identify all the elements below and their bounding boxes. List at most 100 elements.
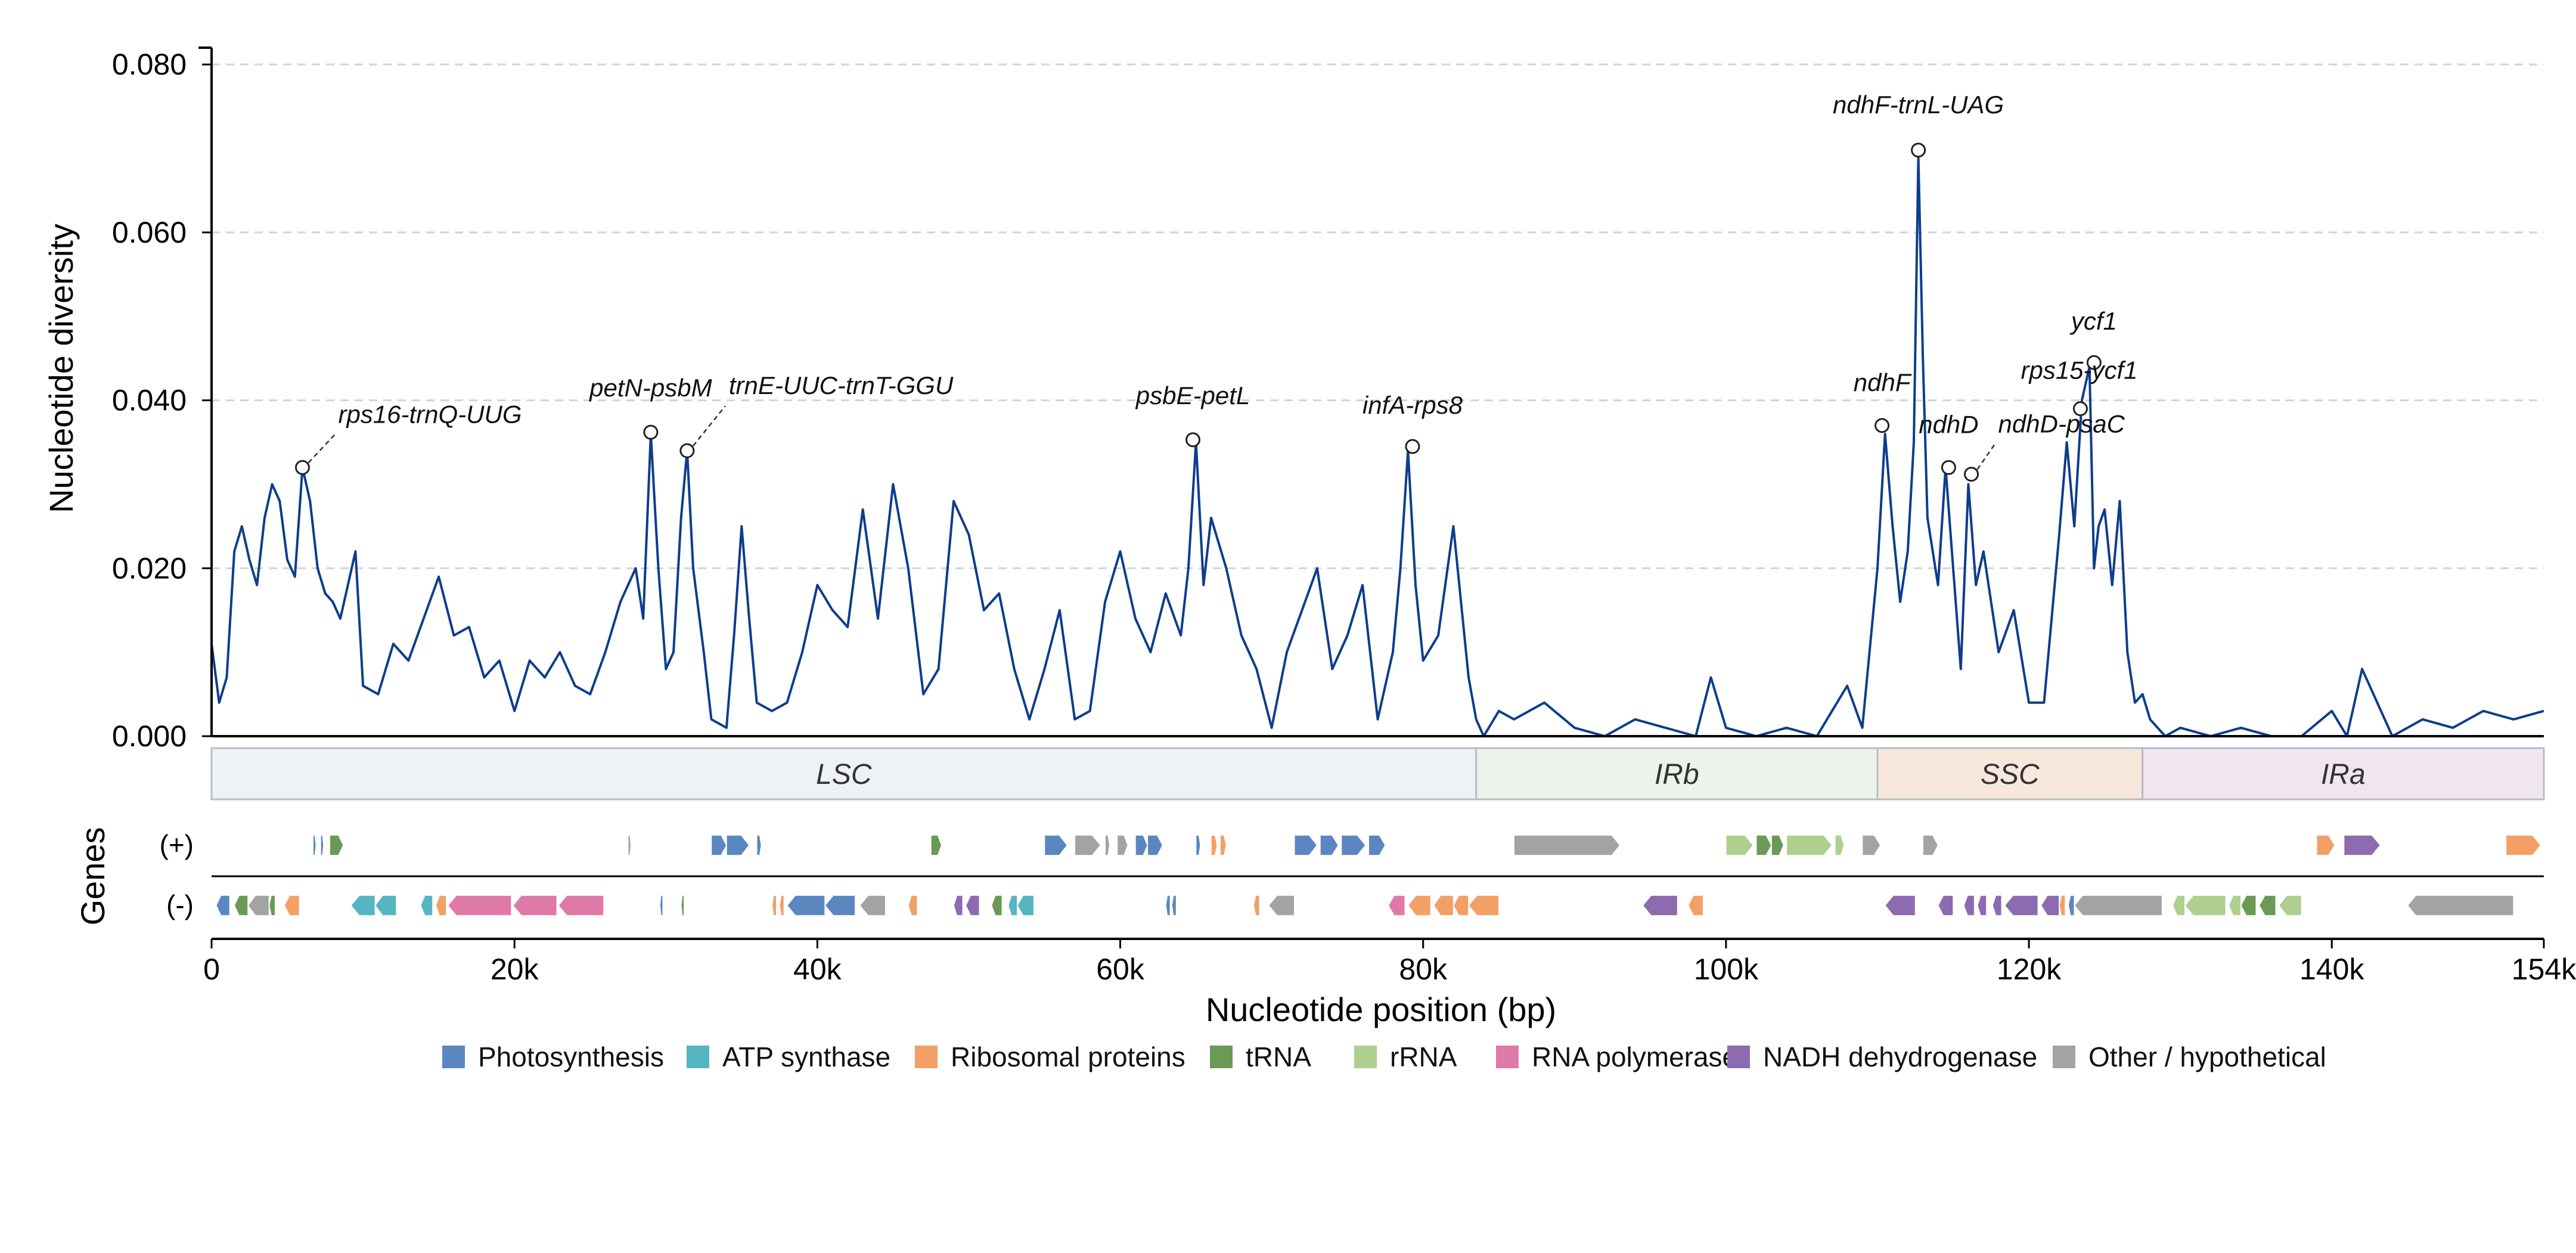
x-tick-label-3: 60k — [1096, 953, 1145, 986]
gene-feature-7 — [930, 835, 942, 856]
gene-feature-71 — [1976, 895, 1987, 916]
legend-swatch-2 — [915, 1046, 938, 1068]
gene-feature-17 — [1294, 835, 1318, 856]
gene-feature-49 — [824, 895, 856, 916]
gene-feature-37 — [350, 895, 376, 916]
gene-feature-36 — [284, 895, 300, 916]
gene-feature-66 — [1642, 895, 1678, 916]
gene-feature-2 — [329, 835, 344, 856]
gene-feature-20 — [1368, 835, 1386, 856]
peak-label-3: psbE-petL — [1135, 382, 1250, 410]
region-label-lsc: LSC — [816, 759, 872, 790]
gene-feature-13 — [1147, 835, 1163, 856]
region-label-irb: IRb — [1655, 759, 1699, 790]
gene-feature-56 — [1016, 895, 1035, 916]
gene-feature-29 — [2316, 835, 2336, 856]
gene-feature-9 — [1074, 835, 1101, 856]
peak-marker-3 — [1185, 432, 1201, 448]
legend-label-5: RNA polymerase — [1532, 1041, 1737, 1072]
gene-feature-48 — [786, 895, 825, 916]
gene-feature-74 — [2040, 895, 2060, 916]
gene-feature-12 — [1135, 835, 1149, 856]
gene-feature-67 — [1687, 895, 1704, 916]
gene-feature-51 — [908, 895, 918, 916]
gene-feature-23 — [1755, 835, 1772, 856]
gene-feature-21 — [1513, 835, 1621, 856]
gene-feature-79 — [2184, 895, 2227, 916]
gene-feature-5 — [726, 835, 750, 856]
gene-feature-27 — [1861, 835, 1881, 856]
x-tick-label-7: 140k — [2299, 953, 2364, 986]
gene-feature-59 — [1253, 895, 1261, 916]
gene-feature-4 — [710, 835, 727, 856]
gene-feature-35 — [268, 895, 276, 916]
y-tick-label-0: 0.000 — [112, 719, 187, 753]
gene-feature-57 — [1165, 895, 1171, 916]
gene-feature-32 — [215, 895, 231, 916]
legend-label-3: tRNA — [1246, 1041, 1311, 1072]
legend-label-6: NADH dehydrogenase — [1763, 1041, 2037, 1072]
legend-label-2: Ribosomal proteins — [951, 1041, 1185, 1072]
peak-label-4: infA-rps8 — [1363, 391, 1463, 419]
legend-label-4: rRNA — [1390, 1041, 1457, 1072]
gene-feature-65 — [1467, 895, 1500, 916]
gene-feature-16 — [1219, 835, 1227, 856]
series-line-0 — [210, 156, 2544, 737]
peak-marker-5 — [1874, 418, 1890, 433]
gene-feature-15 — [1211, 835, 1218, 856]
gene-feature-8 — [1044, 835, 1068, 856]
gene-feature-0 — [312, 835, 317, 856]
region-label-ssc: SSC — [1981, 759, 2040, 790]
legend-swatch-4 — [1354, 1046, 1377, 1068]
region-label-ira: IRa — [2321, 759, 2366, 790]
gene-feature-62 — [1407, 895, 1432, 916]
gene-feature-44 — [659, 895, 663, 916]
peak-marker-0 — [294, 460, 310, 475]
gene-feature-73 — [2004, 895, 2039, 916]
gene-feature-83 — [2278, 895, 2302, 916]
gene-feature-54 — [991, 895, 1003, 916]
gene-feature-53 — [965, 895, 980, 916]
axes: 0.000 0.020 0.040 0.060 0.080 — [112, 46, 2544, 753]
gene-feature-43 — [557, 895, 604, 916]
gene-feature-80 — [2228, 895, 2242, 916]
gene-feature-45 — [680, 895, 685, 916]
gene-feature-84 — [2407, 895, 2514, 916]
region-band-ssc — [1876, 747, 2144, 801]
gene-feature-69 — [1937, 895, 1954, 916]
y-tick-label-3: 0.060 — [112, 216, 187, 249]
gene-feature-31 — [2505, 835, 2541, 856]
gene-feature-77 — [2074, 895, 2163, 916]
x-tick-label-6: 120k — [1997, 953, 2062, 986]
legend-swatch-3 — [1210, 1046, 1233, 1068]
gene-feature-58 — [1171, 895, 1177, 916]
x-tick-label-2: 40k — [793, 953, 842, 986]
gene-feature-76 — [2068, 895, 2075, 916]
legend-swatch-6 — [1727, 1046, 1750, 1068]
gene-feature-64 — [1453, 895, 1469, 916]
peak-label-2: trnE-UUC-trnT-GGU — [729, 371, 954, 399]
peak-marker-1 — [643, 424, 659, 440]
legend-label-1: ATP synthase — [722, 1041, 890, 1072]
gene-feature-52 — [953, 895, 964, 916]
legend-swatch-7 — [2053, 1046, 2075, 1068]
y-tick-label-2: 0.040 — [112, 384, 187, 417]
legend-label-7: Other / hypothetical — [2088, 1041, 2326, 1072]
x-tick-label-1: 20k — [491, 953, 539, 986]
gene-feature-3 — [628, 835, 632, 856]
genome-regions: LSC IRb SSC IRa — [210, 747, 2545, 801]
peak-marker-7 — [1941, 460, 1956, 475]
peak-marker-4 — [1405, 439, 1420, 454]
gene-track: 0 20k 40k 60k 80k 100k 120k 140k 154k — [203, 835, 2576, 986]
gene-feature-61 — [1388, 895, 1405, 916]
x-tick-label-5: 100k — [1694, 953, 1759, 986]
y-tick-label-1: 0.020 — [112, 551, 187, 585]
peak-label-1: petN-psbM — [588, 374, 712, 402]
x-tick-label-0: 0 — [203, 953, 220, 986]
y-tick-label-4: 0.080 — [112, 48, 187, 81]
gene-feature-19 — [1340, 835, 1367, 856]
legend-label-0: Photosynthesis — [478, 1041, 664, 1072]
gene-feature-33 — [234, 895, 249, 916]
